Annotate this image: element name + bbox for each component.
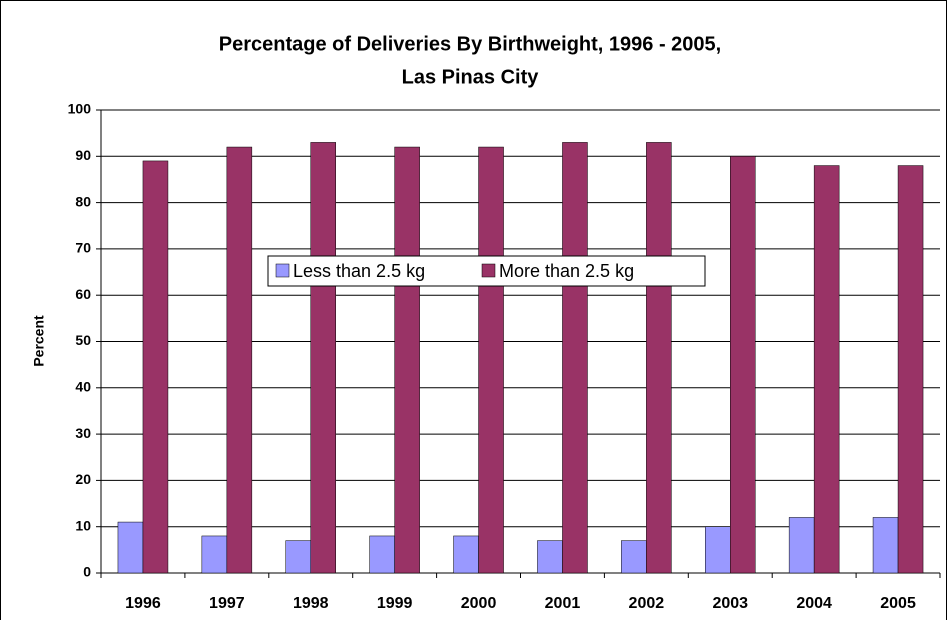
chart-title: Las Pinas City bbox=[402, 66, 540, 88]
bar bbox=[621, 540, 647, 574]
y-tick-label: 30 bbox=[75, 425, 91, 441]
x-tick-label: 1999 bbox=[377, 595, 413, 612]
x-tick-label: 2002 bbox=[629, 595, 665, 612]
bar bbox=[730, 156, 756, 574]
legend-label: More than 2.5 kg bbox=[499, 261, 634, 281]
y-tick-label: 40 bbox=[75, 379, 91, 395]
bar bbox=[142, 160, 169, 574]
bar bbox=[562, 142, 588, 574]
x-tick-label: 2004 bbox=[796, 595, 832, 612]
y-tick-label: 70 bbox=[75, 240, 91, 256]
bar bbox=[478, 146, 504, 574]
x-tick-label: 2003 bbox=[712, 595, 748, 612]
bar bbox=[646, 142, 672, 574]
bar bbox=[226, 146, 253, 574]
x-tick-label: 1998 bbox=[293, 595, 329, 612]
y-tick-label: 100 bbox=[68, 101, 92, 117]
x-tick-label: 2005 bbox=[880, 595, 916, 612]
legend-swatch bbox=[275, 263, 290, 278]
y-tick-label: 50 bbox=[75, 332, 91, 348]
legend-label: Less than 2.5 kg bbox=[293, 261, 425, 281]
bar bbox=[788, 517, 815, 574]
y-tick-label: 20 bbox=[75, 471, 91, 487]
bar bbox=[537, 540, 563, 574]
bar bbox=[369, 535, 395, 574]
bar bbox=[285, 540, 311, 574]
bar bbox=[813, 165, 840, 574]
y-tick-label: 80 bbox=[75, 193, 91, 209]
x-tick-label: 1996 bbox=[125, 595, 161, 612]
bar bbox=[705, 526, 731, 574]
x-tick-label: 2000 bbox=[461, 595, 497, 612]
legend-swatch bbox=[481, 263, 496, 278]
bar bbox=[310, 142, 336, 574]
y-tick-label: 10 bbox=[75, 517, 91, 533]
y-tick-label: 60 bbox=[75, 286, 91, 302]
x-tick-label: 1997 bbox=[209, 595, 245, 612]
bar bbox=[117, 521, 144, 574]
bar bbox=[201, 535, 228, 574]
x-tick-label: 2001 bbox=[545, 595, 581, 612]
y-tick-label: 0 bbox=[83, 564, 91, 580]
bar bbox=[453, 535, 479, 574]
bar bbox=[394, 146, 420, 574]
bar bbox=[897, 165, 924, 574]
y-tick-label: 90 bbox=[75, 147, 91, 163]
bar bbox=[872, 517, 899, 574]
chart-title: Percentage of Deliveries By Birthweight,… bbox=[219, 33, 721, 55]
y-axis-label: Percent bbox=[31, 315, 47, 367]
